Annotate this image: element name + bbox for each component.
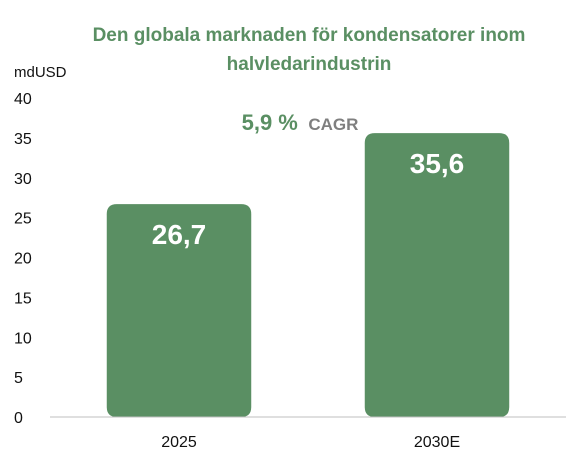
y-tick-label: 0 xyxy=(14,410,23,427)
cagr-value: 5,9 % xyxy=(242,110,298,135)
x-category-label: 2025 xyxy=(161,434,197,451)
chart-title-line-1: Den globala marknaden för kondensatorer … xyxy=(93,25,526,46)
y-tick-label: 20 xyxy=(14,251,32,268)
cagr-annotation: 5,9 % CAGR xyxy=(242,110,359,135)
bar-data-label: 35,6 xyxy=(410,148,465,179)
y-tick-label: 15 xyxy=(14,290,32,307)
y-tick-label: 10 xyxy=(14,330,32,347)
y-axis-unit-label: mdUSD xyxy=(14,64,67,81)
chart-title-line-2: halvledarindustrin xyxy=(227,54,392,75)
y-tick-label: 40 xyxy=(14,91,32,108)
bar-data-label: 26,7 xyxy=(152,219,207,250)
y-tick-label: 5 xyxy=(14,370,23,387)
y-tick-label: 30 xyxy=(14,171,32,188)
cagr-label: CAGR xyxy=(308,115,358,134)
bar-data-labels: 26,7 35,6 xyxy=(152,148,465,250)
y-axis-ticks: 0 5 10 15 20 25 30 35 40 xyxy=(14,91,32,427)
bar-2030E xyxy=(364,133,510,417)
bar-2025 xyxy=(106,204,252,417)
bars xyxy=(106,133,510,417)
y-tick-label: 35 xyxy=(14,131,32,148)
x-axis-categories: 2025 2030E xyxy=(161,434,460,451)
x-category-label: 2030E xyxy=(414,434,460,451)
y-tick-label: 25 xyxy=(14,211,32,228)
